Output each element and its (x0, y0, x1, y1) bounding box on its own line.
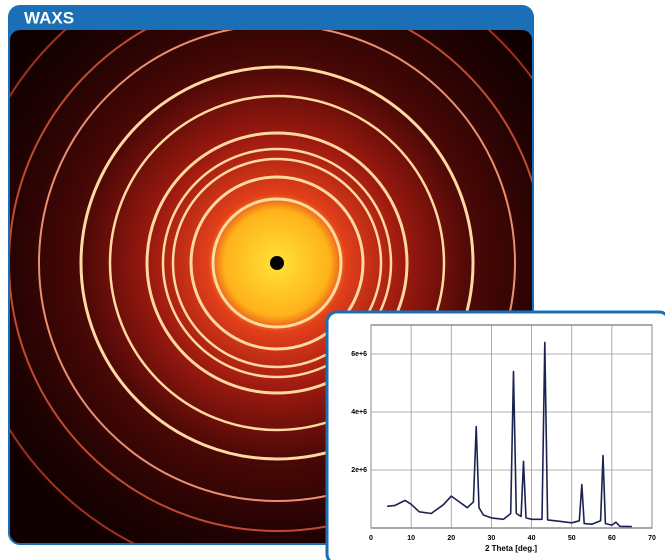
y-tick-label: 6e+6 (351, 351, 367, 358)
page: WAXS 2 Theta [deg.] 0 10 20 30 40 50 60 70 2e+6 4… (0, 0, 665, 560)
x-tick-label: 70 (648, 535, 656, 542)
x-tick-label: 30 (488, 535, 496, 542)
beam-stop (270, 256, 284, 270)
x-tick-label: 40 (528, 535, 536, 542)
title: WAXS (24, 8, 74, 27)
inset-chart: 2 Theta [deg.] 0 10 20 30 40 50 60 70 2e+6 4e+6 6e… (351, 325, 656, 553)
x-tick-label: 20 (447, 535, 455, 542)
y-tick-label: 2e+6 (351, 467, 367, 474)
x-tick-label: 60 (608, 535, 616, 542)
figure: WAXS 2 Theta [deg.] 0 10 20 30 40 50 60 70 2e+6 4… (0, 0, 665, 560)
x-tick-label: 10 (407, 535, 415, 542)
x-tick-label: 50 (568, 535, 576, 542)
x-tick-label: 0 (369, 535, 373, 542)
y-tick-label: 4e+6 (351, 409, 367, 416)
x-axis-label: 2 Theta [deg.] (485, 544, 537, 553)
